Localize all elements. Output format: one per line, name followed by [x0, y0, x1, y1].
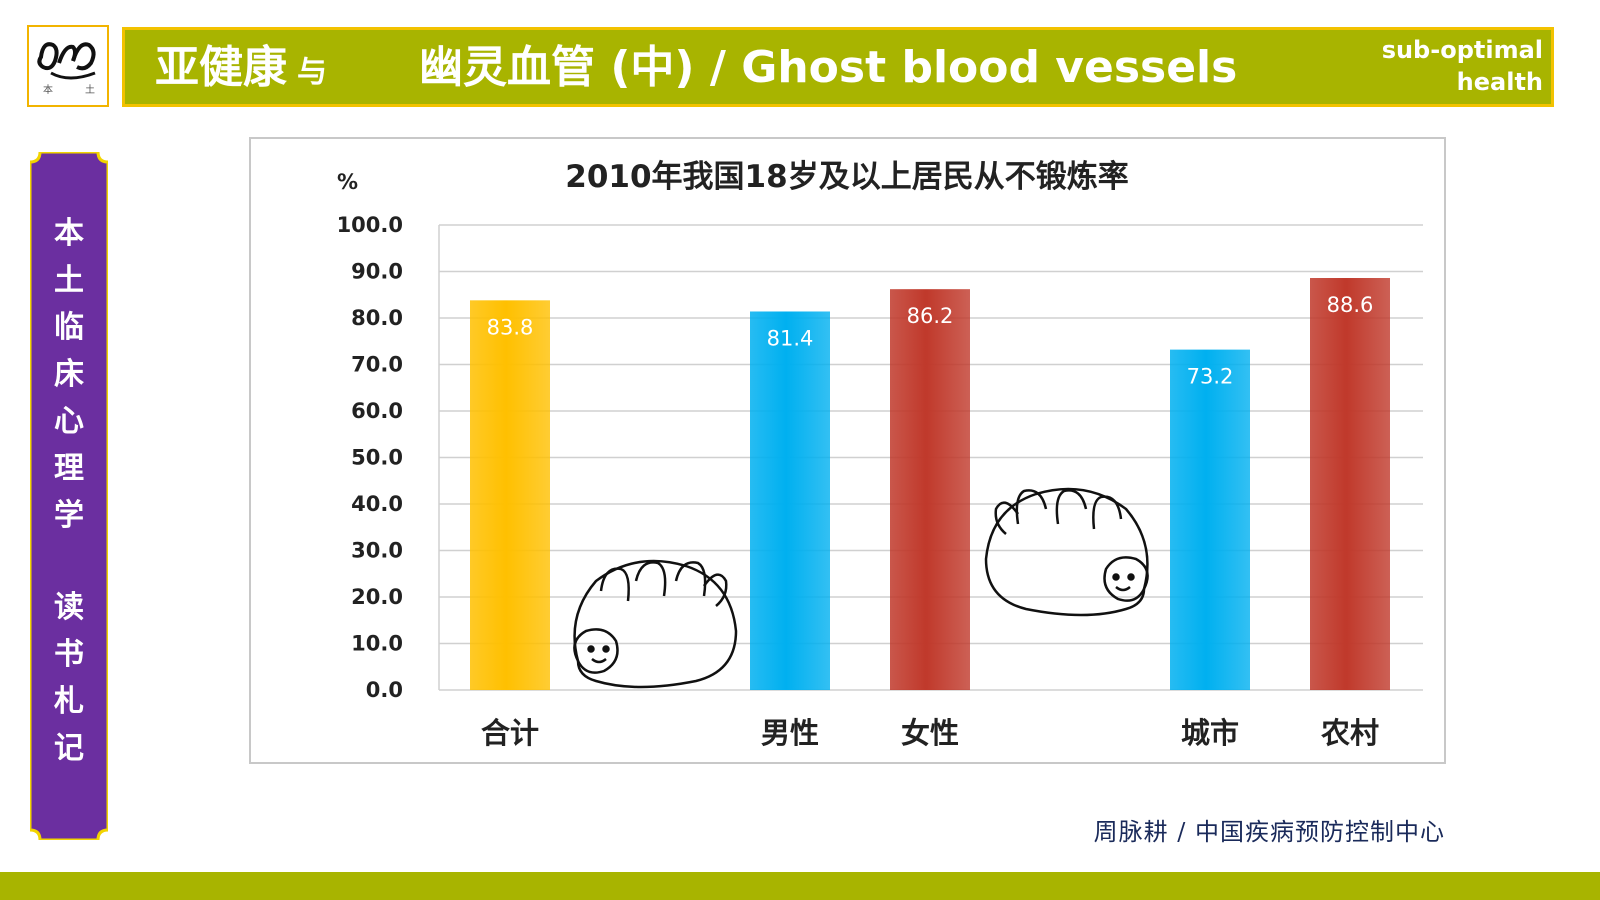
side-char: 书	[54, 637, 84, 672]
data-label: 88.6	[1327, 293, 1374, 317]
data-label: 73.2	[1187, 365, 1234, 389]
header-subtitle: sub-optimal health	[1382, 34, 1543, 98]
logo: 本 土	[27, 25, 109, 107]
x-tick-label: 城市	[1181, 716, 1239, 750]
chart-frame: 0.0 10.0 20.0 30.0 40.0 50.0 60.0 70.0 80.0 90.0 1…	[249, 137, 1446, 764]
side-char: 本	[54, 216, 84, 251]
side-char: 学	[54, 498, 84, 533]
x-tick-label: 男性	[761, 716, 819, 750]
data-label: 81.4	[767, 326, 814, 350]
svg-text:土: 土	[85, 83, 95, 96]
side-char: 理	[54, 451, 84, 486]
y-tick-label: 10.0	[351, 632, 403, 656]
data-label: 83.8	[487, 315, 534, 339]
y-axis-label: %	[337, 170, 358, 194]
calligraphy-seal-logo-icon: 本 土	[37, 42, 96, 96]
data-label: 86.2	[907, 304, 954, 328]
svg-text:本: 本	[43, 83, 53, 96]
subtitle-line-1: sub-optimal	[1381, 36, 1543, 64]
title-connector: 与	[297, 55, 327, 90]
page-title: 亚健康与 幽灵血管 (中) / Ghost blood vessels	[155, 38, 1237, 103]
bottom-stripe	[0, 872, 1600, 900]
bar	[1170, 349, 1250, 690]
title-main: 亚健康	[155, 42, 287, 93]
sloth-icon	[984, 487, 1149, 617]
bar	[750, 311, 830, 690]
side-char: 读	[54, 590, 84, 625]
title-topic: 幽灵血管 (中) / Ghost blood vessels	[419, 42, 1238, 93]
side-char: 记	[54, 731, 84, 766]
bar-chart: 0.0 10.0 20.0 30.0 40.0 50.0 60.0 70.0 80.0 90.0 1…	[337, 159, 1423, 750]
y-tick-label: 80.0	[351, 306, 403, 330]
bar	[470, 300, 550, 690]
footer-credit: 周脉耕 / 中国疾病预防控制中心	[1093, 818, 1445, 846]
sloth-icon	[573, 559, 738, 689]
side-char: 临	[54, 310, 84, 345]
y-tick-label: 40.0	[351, 492, 403, 516]
chart-title: 2010年我国18岁及以上居民从不锻炼率	[565, 159, 1128, 195]
side-char: 札	[54, 684, 84, 719]
y-tick-label: 30.0	[351, 539, 403, 563]
bar	[1310, 278, 1390, 690]
x-tick-label: 农村	[1320, 716, 1379, 750]
y-tick-label: 70.0	[351, 353, 403, 377]
header-bar: 亚健康与 幽灵血管 (中) / Ghost blood vessels sub-o…	[122, 27, 1554, 107]
y-tick-label: 90.0	[351, 260, 403, 284]
x-tick-label: 女性	[901, 716, 959, 750]
x-tick-label: 合计	[481, 716, 539, 750]
y-tick-label: 0.0	[366, 678, 403, 702]
side-char: 床	[54, 357, 84, 392]
bar	[890, 289, 970, 690]
y-tick-label: 20.0	[351, 585, 403, 609]
y-tick-label: 100.0	[337, 213, 403, 237]
subtitle-line-2: health	[1456, 68, 1543, 96]
side-char: 心	[54, 404, 84, 439]
side-char: 土	[54, 263, 84, 298]
y-tick-label: 50.0	[351, 446, 403, 470]
side-banner: 本土临床心理学读书札记	[30, 152, 108, 840]
side-banner-text: 本土临床心理学读书札记	[30, 210, 108, 772]
y-tick-label: 60.0	[351, 399, 403, 423]
